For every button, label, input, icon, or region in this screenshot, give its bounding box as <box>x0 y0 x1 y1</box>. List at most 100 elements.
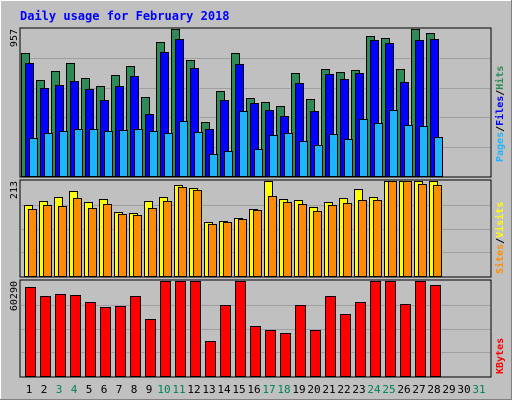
top-bar-pages-day-3 <box>59 131 68 177</box>
bot-bar-kbytes-day-13 <box>205 341 216 377</box>
bot-bar-kbytes-day-8 <box>130 296 141 377</box>
day-label-30: 30 <box>457 383 470 396</box>
top-bar-pages-day-23 <box>359 119 368 177</box>
top-max-label: 957 <box>9 29 20 47</box>
bars <box>21 29 443 377</box>
top-bar-pages-day-12 <box>194 132 203 177</box>
bot-bar-kbytes-day-20 <box>310 330 321 377</box>
bot-bar-kbytes-day-7 <box>115 306 126 377</box>
day-label-5: 5 <box>86 383 93 396</box>
x-axis-labels: 1 2 3 4 5 6 7 8 9 10 11 12 13 14 15 16 17 18 19 20 21 22 23 24 2… <box>26 383 486 396</box>
day-label-25: 25 <box>382 383 395 396</box>
day-label-28: 28 <box>427 383 440 396</box>
bot-bar-kbytes-day-27 <box>415 281 426 377</box>
mid-bar-sites-day-25 <box>388 181 397 277</box>
day-label-17: 17 <box>262 383 275 396</box>
day-label-19: 19 <box>292 383 305 396</box>
top-bar-pages-day-25 <box>389 110 398 177</box>
mid-bar-sites-day-26 <box>403 181 412 277</box>
bot-bar-kbytes-day-14 <box>220 305 231 377</box>
bot-bar-kbytes-day-19 <box>295 305 306 377</box>
top-bar-pages-day-27 <box>419 126 428 177</box>
day-label-13: 13 <box>202 383 215 396</box>
day-label-27: 27 <box>412 383 425 396</box>
mid-bar-sites-day-6 <box>103 204 112 277</box>
legend-sep-2: / <box>495 90 506 96</box>
day-label-21: 21 <box>322 383 335 396</box>
day-label-9: 9 <box>146 383 153 396</box>
legend-kbytes: KBytes <box>495 338 506 374</box>
bot-bar-kbytes-day-9 <box>145 319 156 377</box>
top-bar-pages-day-17 <box>269 135 278 177</box>
day-label-2: 2 <box>41 383 48 396</box>
top-bar-pages-day-11 <box>179 121 188 177</box>
day-label-14: 14 <box>217 383 231 396</box>
top-bar-pages-day-26 <box>404 125 413 177</box>
top-bar-pages-day-1 <box>29 138 38 177</box>
bot-bar-kbytes-day-17 <box>265 330 276 377</box>
day-label-29: 29 <box>442 383 455 396</box>
mid-legend: Sites/Visits <box>494 202 506 274</box>
day-label-22: 22 <box>337 383 350 396</box>
bot-bar-kbytes-day-15 <box>235 281 246 377</box>
mid-bar-sites-day-4 <box>73 198 82 277</box>
bot-bar-kbytes-day-5 <box>85 302 96 377</box>
day-label-16: 16 <box>247 383 260 396</box>
mid-bar-sites-day-18 <box>283 202 292 277</box>
top-bar-pages-day-21 <box>329 134 338 177</box>
legend-hits: Hits <box>494 66 506 90</box>
mid-bar-sites-day-16 <box>253 210 262 277</box>
bot-bar-kbytes-day-21 <box>325 296 336 377</box>
mid-bar-sites-day-20 <box>313 211 322 277</box>
top-bar-pages-day-10 <box>164 133 173 177</box>
mid-bar-sites-day-23 <box>358 200 367 277</box>
day-label-23: 23 <box>352 383 365 396</box>
mid-bar-sites-day-11 <box>178 187 187 277</box>
top-bar-pages-day-4 <box>74 129 83 177</box>
chart-title: Daily usage for February 2018 <box>20 9 230 23</box>
mid-bar-sites-day-15 <box>238 219 247 277</box>
mid-bar-sites-day-10 <box>163 201 172 277</box>
bot-bar-kbytes-day-12 <box>190 281 201 377</box>
top-bar-pages-day-28 <box>434 137 443 177</box>
bot-bar-kbytes-day-1 <box>25 287 36 377</box>
day-label-18: 18 <box>277 383 290 396</box>
mid-bar-sites-day-28 <box>433 185 442 277</box>
day-label-11: 11 <box>172 383 185 396</box>
mid-bar-sites-day-3 <box>58 206 67 277</box>
legend-files: Files <box>494 96 506 126</box>
mid-bar-sites-day-27 <box>418 184 427 277</box>
bot-legend: KBytes <box>495 338 506 374</box>
bot-bar-kbytes-day-11 <box>175 281 186 377</box>
top-bar-pages-day-7 <box>119 130 128 177</box>
mid-bar-sites-day-5 <box>88 208 97 277</box>
top-bar-pages-day-18 <box>284 133 293 177</box>
mid-bar-sites-day-2 <box>43 205 52 277</box>
bot-bar-kbytes-day-28 <box>430 285 441 377</box>
top-bar-pages-day-24 <box>374 123 383 177</box>
legend-sep-1: / <box>495 126 506 132</box>
bot-bar-kbytes-day-25 <box>385 281 396 377</box>
bot-bar-kbytes-day-3 <box>55 294 66 377</box>
mid-bar-sites-day-8 <box>133 215 142 277</box>
legend-sites: Sites <box>494 244 506 274</box>
mid-bar-sites-day-24 <box>373 200 382 277</box>
bot-bar-kbytes-day-6 <box>100 307 111 377</box>
bot-bar-kbytes-day-24 <box>370 281 381 377</box>
top-bar-pages-day-22 <box>344 139 353 177</box>
mid-bar-sites-day-21 <box>328 205 337 277</box>
mid-bar-sites-day-1 <box>28 209 37 277</box>
day-label-10: 10 <box>157 383 170 396</box>
day-label-31: 31 <box>472 383 485 396</box>
bot-bar-kbytes-day-22 <box>340 314 351 377</box>
legend-visits: Visits <box>494 202 506 238</box>
bot-bar-kbytes-day-4 <box>70 295 81 377</box>
day-label-24: 24 <box>367 383 381 396</box>
mid-bar-sites-day-22 <box>343 203 352 277</box>
mid-bar-sites-day-17 <box>268 196 277 277</box>
mid-bar-sites-day-9 <box>148 208 157 277</box>
legend-sep-3: / <box>495 238 506 244</box>
top-bar-pages-day-13 <box>209 154 218 177</box>
top-legend: Pages/Files/Hits <box>494 66 506 162</box>
bot-bar-kbytes-day-18 <box>280 333 291 377</box>
